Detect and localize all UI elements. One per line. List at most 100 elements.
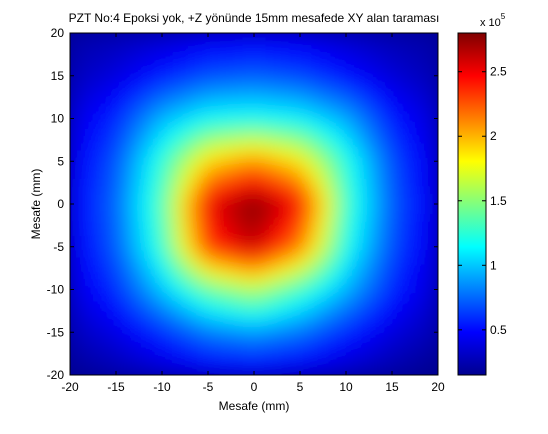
heatmap-cell	[280, 93, 290, 102]
heatmap-cell	[311, 307, 320, 316]
heatmap-cell	[257, 100, 267, 109]
heatmap-cell	[326, 342, 336, 351]
heatmap-cell	[280, 364, 290, 373]
heatmap-cell	[395, 314, 405, 323]
heatmap-cell	[227, 72, 236, 80]
heatmap-cell	[334, 257, 343, 266]
heatmap-cell	[119, 271, 129, 280]
heatmap-cell	[242, 271, 251, 280]
heatmap-cell	[165, 314, 175, 323]
heatmap-cell	[296, 264, 305, 273]
heatmap-cell	[288, 143, 297, 152]
heatmap-cell	[418, 157, 428, 166]
heatmap-cell	[334, 285, 343, 294]
heatmap-cell	[273, 300, 282, 308]
heatmap-cell	[158, 285, 167, 294]
heatmap-cell	[196, 228, 205, 237]
heatmap-cell	[70, 65, 75, 73]
heatmap-cell	[380, 57, 389, 66]
heatmap-cell	[342, 93, 351, 102]
heatmap-cell	[365, 271, 374, 280]
heatmap-cell	[357, 50, 366, 59]
heatmap-cell	[380, 150, 389, 159]
heatmap-cell	[319, 228, 328, 237]
heatmap-cell	[388, 335, 397, 344]
heatmap-cell	[211, 143, 221, 152]
heatmap-cell	[104, 143, 113, 152]
heatmap-cell	[70, 214, 75, 223]
heatmap-cell	[395, 129, 405, 137]
heatmap-cell	[280, 164, 290, 173]
heatmap-cell	[434, 371, 438, 375]
heatmap-cell	[234, 250, 244, 259]
heatmap-cell	[196, 328, 205, 337]
heatmap-cell	[196, 86, 205, 95]
heatmap-cell	[104, 257, 113, 266]
heatmap-cell	[342, 278, 351, 287]
heatmap-cell	[280, 43, 290, 52]
heatmap-cell	[142, 157, 152, 166]
heatmap-cell	[426, 207, 435, 216]
heatmap-cell	[273, 136, 282, 145]
heatmap-cell	[135, 65, 144, 73]
heatmap-cell	[150, 150, 159, 159]
heatmap-cell	[357, 285, 366, 294]
x-tick-label: -10	[153, 380, 171, 394]
heatmap-cell	[112, 50, 121, 59]
heatmap-cell	[418, 228, 428, 237]
heatmap-cell	[288, 250, 297, 259]
heatmap-cell	[127, 50, 136, 59]
heatmap-cell	[150, 122, 159, 130]
heatmap-cell	[227, 335, 236, 344]
heatmap-cell	[81, 364, 90, 373]
heatmap-cell	[119, 264, 129, 273]
heatmap-cell	[211, 100, 221, 109]
heatmap-cell	[403, 214, 412, 223]
heatmap-cell	[349, 100, 359, 109]
heatmap-cell	[96, 228, 106, 237]
heatmap-cell	[227, 122, 236, 130]
heatmap-cell	[426, 228, 435, 237]
heatmap-cell	[112, 186, 121, 194]
heatmap-cell	[326, 293, 336, 301]
x-axis: -20 -15 -10 -5 0 5 10 15 20	[61, 33, 445, 394]
heatmap-cell	[311, 328, 320, 337]
heatmap-cell	[81, 250, 90, 259]
heatmap-cell	[273, 264, 282, 273]
heatmap-cell	[73, 57, 83, 66]
heatmap-cell	[319, 157, 328, 166]
heatmap-cell	[426, 278, 435, 287]
heatmap-cell	[319, 129, 328, 137]
heatmap-cell	[273, 285, 282, 294]
heatmap-cell	[273, 33, 282, 38]
x-axis-label: Mesafe (mm)	[219, 399, 290, 413]
heatmap-cell	[211, 357, 221, 365]
heatmap-cell	[234, 143, 244, 152]
heatmap-cell	[234, 157, 244, 166]
heatmap-cell	[303, 57, 313, 66]
heatmap-cell	[265, 186, 274, 194]
heatmap-cell	[150, 300, 159, 308]
heatmap-cell	[273, 293, 282, 301]
heatmap-cell	[411, 100, 420, 109]
heatmap-cell	[303, 193, 313, 202]
heatmap-cell	[96, 193, 106, 202]
heatmap-cell	[150, 243, 159, 251]
heatmap-cell	[342, 307, 351, 316]
heatmap-cell	[173, 321, 182, 330]
heatmap-cell	[403, 57, 412, 66]
heatmap-cell	[234, 350, 244, 358]
heatmap-cell	[188, 271, 198, 280]
heatmap-cell	[181, 93, 190, 102]
heatmap-cell	[250, 264, 259, 273]
heatmap-cell	[242, 86, 251, 95]
heatmap-cell	[411, 33, 420, 38]
heatmap-cell	[411, 200, 420, 209]
heatmap-cell	[388, 157, 397, 166]
heatmap-cell	[165, 93, 175, 102]
heatmap-cell	[250, 164, 259, 173]
heatmap-cell	[127, 293, 136, 301]
heatmap-cell	[173, 107, 182, 116]
heatmap-cell	[326, 328, 336, 337]
heatmap-cell	[211, 186, 221, 194]
